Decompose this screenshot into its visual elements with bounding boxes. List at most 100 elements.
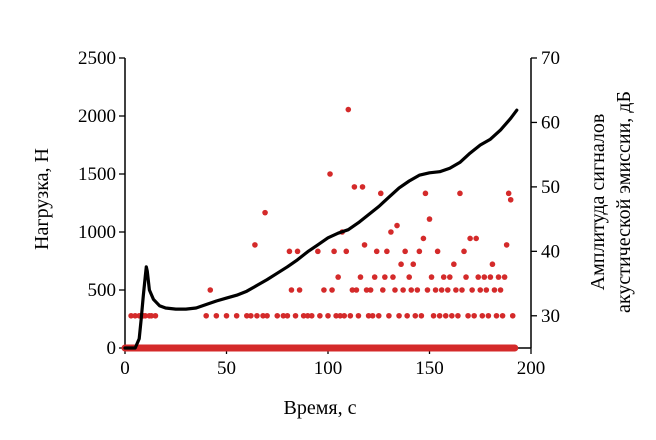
acoustic-emission-point: [479, 312, 486, 319]
y2-tick-label: 70: [541, 48, 560, 69]
y2-tick-label: 30: [541, 306, 560, 327]
acoustic-emission-point: [223, 312, 230, 319]
acoustic-emission-point: [404, 312, 410, 319]
acoustic-emission-point: [357, 274, 364, 280]
y2-tick-label: 40: [541, 241, 560, 262]
acoustic-emission-point: [390, 274, 396, 280]
y-tick-label: 2500: [78, 48, 116, 69]
acoustic-emission-point: [392, 287, 398, 293]
plot-marks: [121, 106, 519, 352]
acoustic-emission-point: [213, 312, 220, 319]
acoustic-emission-point: [248, 312, 254, 319]
x-tick-label: 200: [517, 358, 546, 379]
y2-axis-label-line-2: акустической эмиссии, дБ: [613, 91, 635, 313]
acoustic-emission-point: [373, 248, 380, 255]
acoustic-emission-point: [349, 287, 356, 293]
acoustic-emission-point: [294, 248, 301, 255]
acoustic-emission-point: [489, 261, 496, 268]
acoustic-emission-point: [233, 312, 240, 319]
acoustic-emission-point: [467, 235, 473, 242]
x-tick-label: 150: [415, 358, 444, 379]
acoustic-emission-point: [457, 190, 463, 197]
acoustic-emission-point: [402, 248, 408, 255]
y2-axis-label-line-1: Амплитуда сигналов: [587, 114, 609, 291]
acoustic-emission-point: [459, 287, 465, 293]
y-tick-label: 2000: [78, 106, 116, 127]
acoustic-emission-point: [274, 312, 281, 319]
acoustic-emission-point: [455, 312, 461, 319]
acoustic-emission-point: [398, 261, 404, 268]
acoustic-emission-point: [375, 312, 382, 319]
y2-tick-label: 60: [541, 112, 560, 133]
acoustic-emission-point: [359, 184, 366, 190]
acoustic-emission-point: [148, 312, 155, 319]
acoustic-emission-point: [453, 287, 459, 293]
acoustic-emission-point: [447, 274, 453, 280]
acoustic-emission-point: [422, 190, 429, 197]
acoustic-emission-point: [406, 274, 413, 280]
acoustic-emission-point: [367, 287, 374, 293]
acoustic-emission-point: [408, 287, 415, 293]
acoustic-emission-point: [254, 312, 260, 319]
acoustic-emission-point: [345, 106, 352, 113]
acoustic-emission-point: [477, 287, 484, 293]
acoustic-emission-point: [416, 248, 423, 255]
acoustic-emission-point: [497, 287, 504, 293]
acoustic-emission-point: [351, 184, 358, 190]
acoustic-emission-point: [355, 312, 362, 319]
y-tick-label: 0: [107, 338, 117, 359]
acoustic-emission-point: [335, 274, 341, 280]
acoustic-emission-point: [491, 287, 498, 293]
acoustic-emission-point: [503, 242, 510, 248]
acoustic-emission-point: [128, 312, 134, 319]
acoustic-emission-point: [473, 235, 479, 242]
acoustic-emission-point: [207, 287, 214, 293]
acoustic-emission-point: [394, 222, 400, 229]
acoustic-emission-point: [264, 312, 270, 319]
acoustic-emission-point: [380, 287, 386, 293]
y2-tick-label: 50: [541, 177, 560, 198]
acoustic-emission-point: [432, 287, 439, 293]
acoustic-emission-point: [353, 287, 360, 293]
acoustic-emission-point: [203, 312, 209, 319]
acoustic-emission-point: [410, 261, 417, 268]
acoustic-emission-point: [382, 274, 388, 280]
y-tick-label: 1000: [78, 222, 116, 243]
acoustic-emission-point: [440, 274, 447, 280]
acoustic-emission-point: [252, 242, 258, 248]
acoustic-emission-point: [499, 312, 506, 319]
acoustic-emission-point: [481, 274, 488, 280]
acoustic-emission-point: [444, 287, 451, 293]
acoustic-emission-point: [485, 312, 492, 319]
acoustic-emission-point: [304, 312, 311, 319]
acoustic-emission-point: [509, 312, 516, 319]
acoustic-emission-point: [471, 312, 477, 319]
x-tick-label: 50: [217, 358, 236, 379]
acoustic-emission-point: [424, 287, 431, 293]
acoustic-emission-point: [396, 312, 402, 319]
acoustic-emission-point: [315, 248, 321, 255]
acoustic-emission-point: [317, 312, 323, 319]
acoustic-emission-point: [412, 312, 419, 319]
acoustic-emission-point: [341, 312, 348, 319]
acoustic-emission-point: [333, 312, 339, 319]
acoustic-emission-point: [487, 274, 494, 280]
acoustic-emission-point: [280, 312, 287, 319]
acoustic-emission-point: [451, 261, 457, 268]
acoustic-emission-point: [284, 312, 291, 319]
acoustic-emission-point: [461, 248, 467, 255]
acoustic-emission-point: [331, 248, 337, 255]
acoustic-emission-point: [343, 248, 350, 255]
acoustic-emission-point: [449, 312, 455, 319]
acoustic-emission-point: [337, 312, 343, 319]
acoustic-emission-point: [426, 216, 433, 222]
acoustic-emission-point: [420, 235, 427, 242]
acoustic-emission-point: [475, 274, 482, 280]
acoustic-emission-point: [288, 287, 295, 293]
x-axis-label: Время, с: [284, 397, 357, 419]
acoustic-emission-point: [325, 312, 331, 319]
y-tick-label: 500: [88, 280, 117, 301]
acoustic-emission-point: [418, 312, 425, 319]
acoustic-emission-point: [363, 287, 370, 293]
